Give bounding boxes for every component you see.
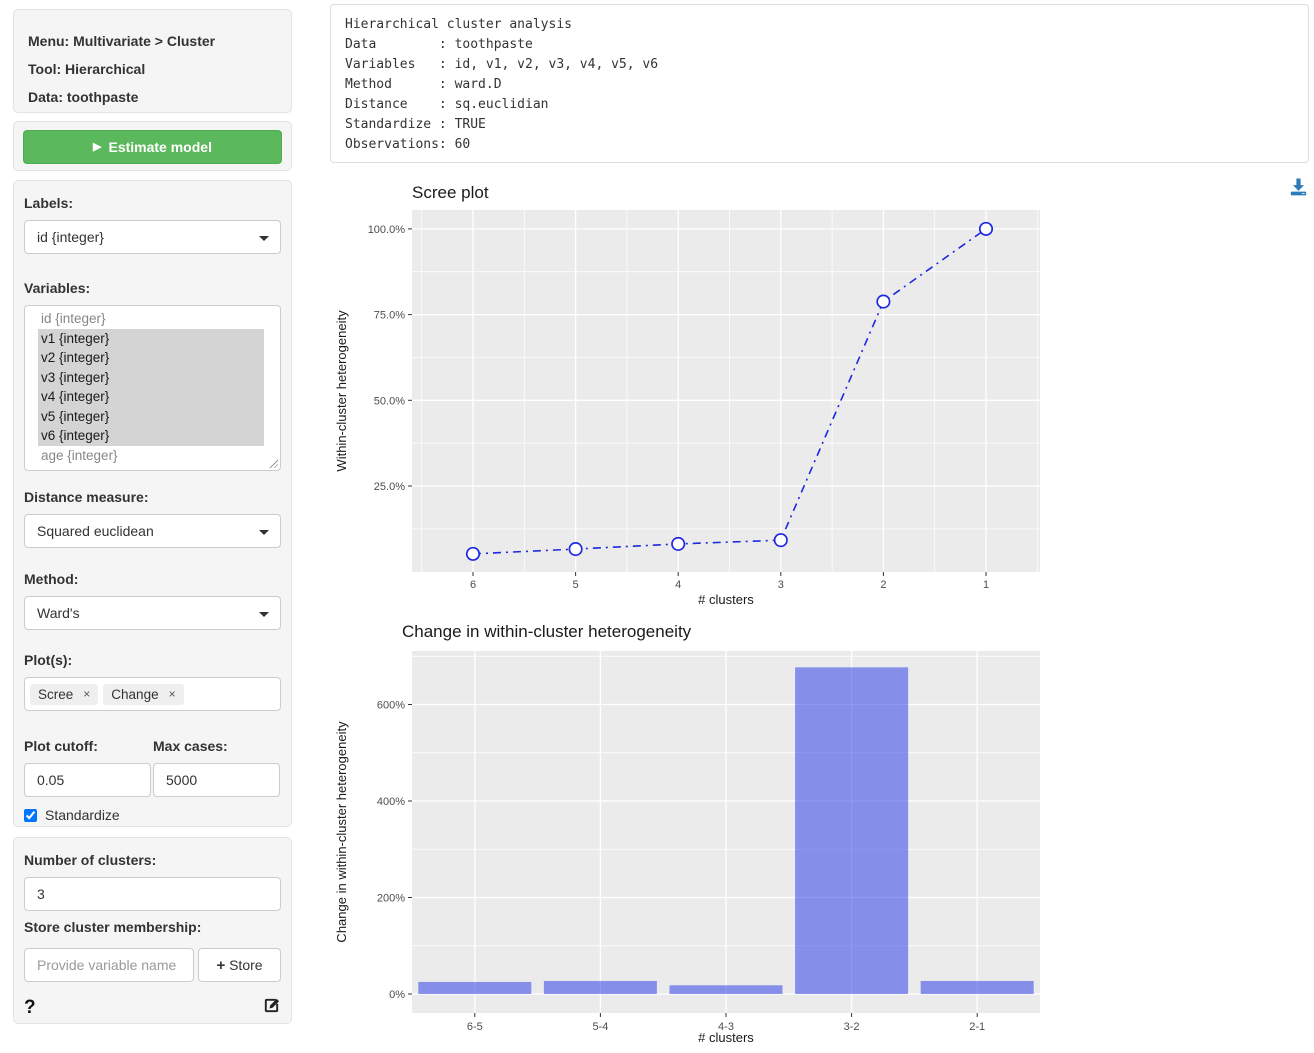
store-variable-name-input[interactable] — [24, 948, 194, 982]
svg-text:Within-cluster heterogeneity: Within-cluster heterogeneity — [334, 310, 349, 472]
store-membership-label: Store cluster membership: — [24, 919, 202, 935]
variables-option[interactable]: age {integer} — [41, 447, 118, 463]
svg-text:# clusters: # clusters — [698, 592, 754, 607]
variables-option[interactable]: v4 {integer} — [38, 387, 264, 407]
variables-option[interactable]: v2 {integer} — [38, 348, 264, 368]
chevron-down-icon — [259, 236, 269, 241]
svg-text:# clusters: # clusters — [698, 1030, 754, 1045]
standardize-label: Standardize — [45, 807, 120, 823]
plot-token-scree[interactable]: Scree × — [30, 683, 99, 705]
plots-selectize-input[interactable]: Scree × Change × — [24, 677, 281, 711]
svg-text:75.0%: 75.0% — [374, 310, 405, 322]
plots-label: Plot(s): — [24, 652, 73, 668]
svg-text:600%: 600% — [377, 700, 405, 712]
plot-token-change[interactable]: Change × — [103, 683, 184, 705]
chevron-down-icon — [259, 530, 269, 535]
svg-text:2-1: 2-1 — [969, 1021, 985, 1033]
cluster-store-panel: Number of clusters: Store cluster member… — [13, 837, 292, 1024]
estimate-model-button[interactable]: ▶ Estimate model — [23, 130, 282, 164]
remove-token-icon[interactable]: × — [83, 687, 91, 701]
plus-icon: + — [216, 956, 226, 974]
svg-text:2: 2 — [880, 579, 886, 591]
remove-token-icon[interactable]: × — [168, 687, 176, 701]
svg-text:3: 3 — [778, 579, 784, 591]
max-cases-input[interactable] — [153, 763, 280, 797]
svg-text:200%: 200% — [377, 893, 405, 905]
menu-breadcrumb: Menu: Multivariate > Cluster — [28, 33, 216, 49]
method-select[interactable]: Ward's — [24, 596, 281, 630]
labels-label: Labels: — [24, 195, 74, 211]
store-button[interactable]: + Store — [198, 948, 281, 982]
store-button-label: Store — [229, 956, 263, 973]
plot-cutoff-input[interactable] — [24, 763, 151, 797]
svg-text:6: 6 — [470, 579, 476, 591]
svg-text:400%: 400% — [377, 796, 405, 808]
svg-text:4: 4 — [675, 579, 681, 591]
change-plot-title: Change in within-cluster heterogeneity — [402, 622, 692, 641]
distance-selected-value: Squared euclidean — [37, 523, 154, 539]
variables-option[interactable]: v3 {integer} — [38, 367, 264, 387]
plot-token-label: Scree — [38, 686, 74, 702]
change-plot-chart: 6-5 5-4 4-3 3-2 2-1 0% 200% 400% 600% # clusters C… — [334, 651, 1040, 1045]
variables-option[interactable]: id {integer} — [41, 311, 106, 326]
method-selected-value: Ward's — [37, 605, 80, 621]
scree-plot-title: Scree plot — [412, 183, 489, 202]
resize-grip-icon[interactable] — [268, 458, 278, 468]
estimate-panel: ▶ Estimate model — [13, 121, 292, 171]
variables-option[interactable]: v1 {integer} — [38, 328, 264, 348]
estimate-model-label: Estimate model — [108, 139, 212, 155]
download-plot-icon[interactable] — [1288, 176, 1309, 197]
distance-measure-label: Distance measure: — [24, 489, 149, 505]
svg-text:100.0%: 100.0% — [368, 224, 406, 236]
model-summary-panel: Menu: Multivariate > Cluster Tool: Hiera… — [13, 9, 292, 113]
variables-option[interactable]: v6 {integer} — [38, 426, 264, 446]
model-options-panel: Labels: id {integer} Variables: id {inte… — [13, 180, 292, 827]
variables-multiselect[interactable]: id {integer} v1 {integer} v2 {integer} v3 {… — [24, 305, 281, 471]
svg-text:3-2: 3-2 — [844, 1021, 860, 1033]
edit-report-icon[interactable] — [262, 996, 281, 1020]
max-cases-label: Max cases: — [153, 738, 228, 754]
labels-select[interactable]: id {integer} — [24, 220, 281, 254]
svg-text:1: 1 — [983, 579, 989, 591]
play-icon: ▶ — [93, 140, 102, 153]
svg-text:4-3: 4-3 — [718, 1021, 734, 1033]
summary-output-box: Hierarchical cluster analysis Data : too… — [330, 4, 1309, 163]
svg-text:5-4: 5-4 — [592, 1021, 608, 1033]
svg-text:50.0%: 50.0% — [374, 395, 405, 407]
plot-token-label: Change — [111, 686, 159, 702]
labels-selected-value: id {integer} — [37, 229, 104, 245]
number-of-clusters-label: Number of clusters: — [24, 852, 157, 868]
method-label: Method: — [24, 571, 79, 587]
summary-output-text: Hierarchical cluster analysis Data : too… — [345, 17, 659, 152]
distance-measure-select[interactable]: Squared euclidean — [24, 514, 281, 548]
svg-text:5: 5 — [573, 579, 579, 591]
variables-option[interactable]: v5 {integer} — [38, 406, 264, 426]
svg-text:6-5: 6-5 — [467, 1021, 483, 1033]
data-label: Data: toothpaste — [28, 89, 139, 105]
svg-text:Change in within-cluster heter: Change in within-cluster heterogeneity — [334, 721, 349, 943]
tool-label: Tool: Hierarchical — [28, 61, 146, 77]
help-icon[interactable]: ? — [24, 997, 36, 1018]
svg-text:0%: 0% — [389, 989, 405, 1001]
number-of-clusters-input[interactable] — [24, 877, 281, 911]
variables-label: Variables: — [24, 280, 91, 296]
plot-cutoff-label: Plot cutoff: — [24, 738, 98, 754]
chevron-down-icon — [259, 612, 269, 617]
svg-text:25.0%: 25.0% — [374, 481, 405, 493]
standardize-checkbox[interactable] — [24, 808, 37, 822]
scree-plot-chart: 6 5 4 3 2 1 25.0% 50.0% 75.0% 100.0% # clusters Wit… — [334, 210, 1040, 607]
